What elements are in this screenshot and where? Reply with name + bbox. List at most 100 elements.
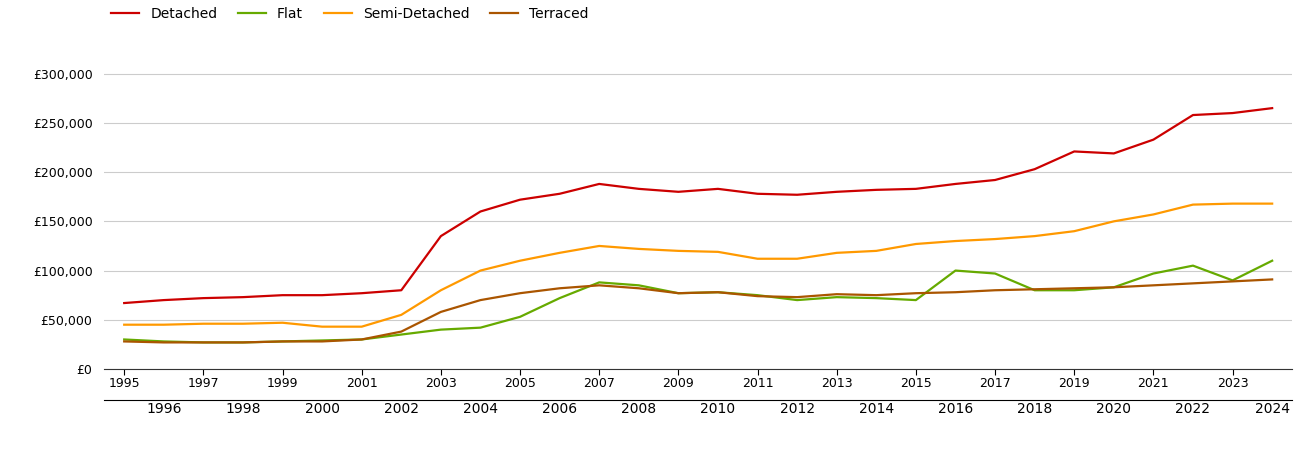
Flat: [710, 289, 726, 295]
Flat: [829, 294, 844, 300]
Detached: [1185, 112, 1201, 118]
Line: Terraced: Terraced: [124, 279, 1272, 342]
Detached: [790, 192, 805, 198]
Semi-Detached: [790, 256, 805, 261]
Flat: [671, 291, 686, 296]
Detached: [671, 189, 686, 194]
Flat: [1027, 288, 1043, 293]
Semi-Detached: [235, 321, 251, 326]
Flat: [908, 297, 924, 303]
Flat: [1146, 271, 1161, 276]
Detached: [315, 292, 330, 298]
Terraced: [472, 297, 488, 303]
Semi-Detached: [1146, 212, 1161, 217]
Detached: [947, 181, 963, 187]
Semi-Detached: [868, 248, 883, 253]
Semi-Detached: [315, 324, 330, 329]
Terraced: [1066, 286, 1082, 291]
Flat: [591, 279, 607, 285]
Terraced: [1027, 287, 1043, 292]
Detached: [868, 187, 883, 193]
Detached: [116, 300, 132, 306]
Semi-Detached: [354, 324, 369, 329]
Semi-Detached: [275, 320, 291, 325]
Detached: [591, 181, 607, 187]
Flat: [315, 338, 330, 343]
Detached: [632, 186, 647, 192]
Detached: [552, 191, 568, 197]
Flat: [116, 337, 132, 342]
Flat: [749, 292, 765, 298]
Semi-Detached: [908, 241, 924, 247]
Semi-Detached: [671, 248, 686, 253]
Terraced: [632, 286, 647, 291]
Semi-Detached: [433, 288, 449, 293]
Flat: [790, 297, 805, 303]
Detached: [1066, 149, 1082, 154]
Flat: [275, 339, 291, 344]
Semi-Detached: [1224, 201, 1240, 206]
Terraced: [235, 340, 251, 345]
Detached: [829, 189, 844, 194]
Terraced: [1146, 283, 1161, 288]
Semi-Detached: [632, 246, 647, 252]
Flat: [354, 337, 369, 342]
Terraced: [1265, 277, 1280, 282]
Detached: [512, 197, 527, 202]
Semi-Detached: [591, 243, 607, 249]
Terraced: [790, 294, 805, 300]
Flat: [155, 339, 171, 344]
Semi-Detached: [552, 250, 568, 256]
Flat: [512, 314, 527, 319]
Terraced: [275, 339, 291, 344]
Semi-Detached: [988, 236, 1004, 242]
Flat: [393, 332, 408, 337]
Semi-Detached: [1066, 229, 1082, 234]
Terraced: [315, 339, 330, 344]
Semi-Detached: [155, 322, 171, 328]
Terraced: [947, 289, 963, 295]
Detached: [749, 191, 765, 197]
Flat: [1185, 263, 1201, 268]
Terraced: [988, 288, 1004, 293]
Semi-Detached: [749, 256, 765, 261]
Terraced: [155, 340, 171, 345]
Semi-Detached: [710, 249, 726, 255]
Flat: [1066, 288, 1082, 293]
Terraced: [591, 283, 607, 288]
Detached: [275, 292, 291, 298]
Semi-Detached: [829, 250, 844, 256]
Semi-Detached: [393, 312, 408, 318]
Terraced: [512, 291, 527, 296]
Terraced: [433, 309, 449, 315]
Terraced: [908, 291, 924, 296]
Detached: [908, 186, 924, 192]
Flat: [632, 283, 647, 288]
Flat: [868, 295, 883, 301]
Terraced: [868, 292, 883, 298]
Terraced: [116, 339, 132, 344]
Detached: [988, 177, 1004, 183]
Semi-Detached: [1265, 201, 1280, 206]
Detached: [1265, 105, 1280, 111]
Flat: [235, 340, 251, 345]
Flat: [1265, 258, 1280, 263]
Flat: [1105, 284, 1121, 290]
Flat: [988, 271, 1004, 276]
Flat: [552, 295, 568, 301]
Terraced: [710, 289, 726, 295]
Terraced: [829, 292, 844, 297]
Detached: [235, 294, 251, 300]
Line: Detached: Detached: [124, 108, 1272, 303]
Terraced: [749, 293, 765, 299]
Detached: [354, 291, 369, 296]
Terraced: [196, 340, 211, 345]
Terraced: [393, 329, 408, 334]
Semi-Detached: [1185, 202, 1201, 207]
Detached: [1027, 166, 1043, 172]
Detached: [1224, 110, 1240, 116]
Semi-Detached: [472, 268, 488, 273]
Semi-Detached: [1027, 234, 1043, 239]
Detached: [393, 288, 408, 293]
Flat: [433, 327, 449, 332]
